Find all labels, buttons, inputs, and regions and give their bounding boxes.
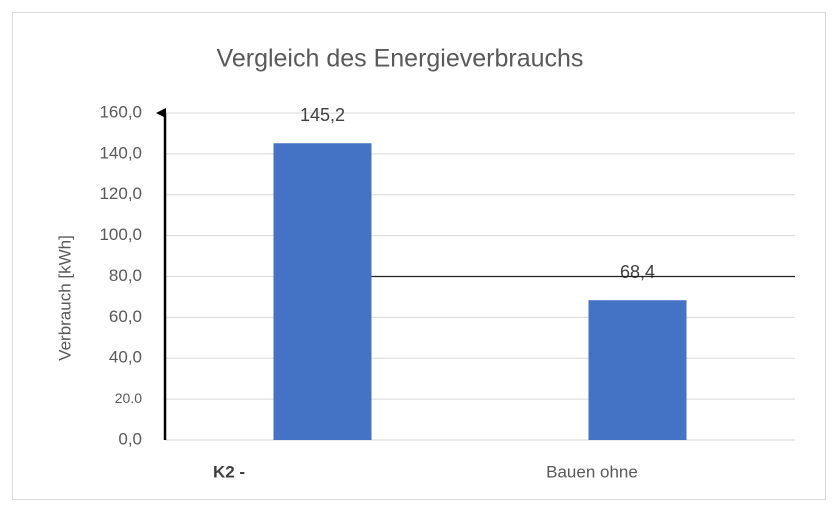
y-tick-label: 160,0 xyxy=(99,102,142,121)
y-axis-label: Verbrauch [kWh] xyxy=(55,235,74,361)
y-tick-label: 40,0 xyxy=(109,348,142,367)
y-tick-label: 0,0 xyxy=(118,429,142,448)
value-label: 145,2 xyxy=(300,105,345,125)
chart-frame xyxy=(12,12,826,500)
y-tick-label: 140,0 xyxy=(99,143,142,162)
bar xyxy=(273,143,372,440)
y-tick-label: 60,0 xyxy=(109,307,142,326)
y-tick-label: 20.0 xyxy=(115,390,142,406)
value-label: 68,4 xyxy=(620,262,655,282)
x-tick-label: K2 - xyxy=(213,462,245,481)
chart-title: Vergleich des Energieverbrauchs xyxy=(217,45,584,73)
x-tick-label: Bauen ohne xyxy=(546,462,638,481)
y-tick-label: 120,0 xyxy=(99,184,142,203)
y-tick-label: 80,0 xyxy=(109,266,142,285)
bar xyxy=(588,300,687,440)
y-tick-label: 100,0 xyxy=(99,225,142,244)
